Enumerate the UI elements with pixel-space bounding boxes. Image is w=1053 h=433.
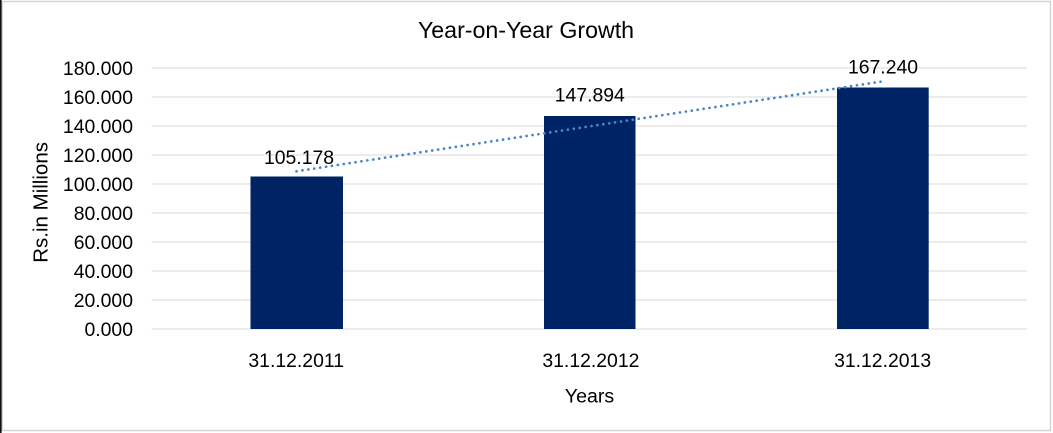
svg-text:31.12.2011: 31.12.2011 xyxy=(248,350,344,372)
svg-text:105.178: 105.178 xyxy=(264,147,334,169)
svg-text:120.000: 120.000 xyxy=(63,145,133,167)
svg-text:180.000: 180.000 xyxy=(63,58,133,80)
svg-text:Years: Years xyxy=(565,386,615,408)
svg-text:60.000: 60.000 xyxy=(74,232,134,254)
svg-text:20.000: 20.000 xyxy=(74,290,134,312)
svg-text:160.000: 160.000 xyxy=(63,87,133,109)
svg-text:167.240: 167.240 xyxy=(848,57,918,79)
svg-text:0.000: 0.000 xyxy=(84,319,133,341)
svg-text:31.12.2012: 31.12.2012 xyxy=(542,350,639,372)
svg-text:Year-on-Year Growth: Year-on-Year Growth xyxy=(418,17,634,43)
svg-text:80.000: 80.000 xyxy=(74,203,134,225)
svg-text:140.000: 140.000 xyxy=(63,116,133,138)
svg-text:Rs.in Millions: Rs.in Millions xyxy=(30,142,53,263)
svg-text:40.000: 40.000 xyxy=(74,261,134,283)
svg-text:100.000: 100.000 xyxy=(63,174,133,196)
svg-text:31.12.2013: 31.12.2013 xyxy=(834,350,931,372)
svg-text:147.894: 147.894 xyxy=(555,85,625,107)
